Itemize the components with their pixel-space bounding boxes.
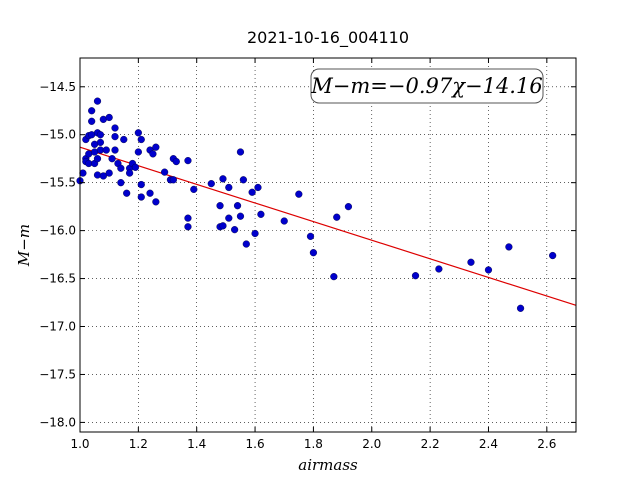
data-point (219, 222, 227, 230)
data-point (137, 193, 145, 201)
data-point (242, 240, 250, 248)
data-point (411, 272, 420, 280)
data-point (99, 172, 107, 180)
data-point (137, 180, 145, 189)
plot-area (80, 58, 576, 432)
data-point (123, 189, 131, 197)
data-point (149, 150, 157, 158)
data-point (93, 97, 102, 105)
data-point (330, 273, 338, 281)
data-point (484, 266, 493, 274)
data-point (134, 148, 142, 156)
data-point (105, 113, 113, 122)
data-point (236, 212, 245, 220)
data-point (236, 148, 245, 156)
data-point (108, 155, 116, 163)
data-point (117, 164, 125, 172)
data-point (549, 251, 557, 260)
data-point (306, 232, 315, 240)
data-point (225, 214, 233, 222)
data-point (137, 135, 145, 144)
x-tick-label: 2.2 (421, 437, 440, 451)
data-point (239, 176, 247, 184)
plot-frame (79, 57, 577, 433)
y-tick-label: −16.5 (39, 272, 76, 286)
data-point (131, 163, 140, 171)
x-axis-label: airmass (298, 456, 358, 474)
data-point (126, 169, 134, 177)
data-point (184, 223, 192, 231)
data-point (169, 176, 177, 184)
data-point (93, 155, 102, 163)
y-tick-label: −18.0 (39, 415, 76, 429)
data-point (231, 226, 239, 234)
data-point (233, 202, 242, 210)
data-point (120, 135, 128, 144)
fit-equation: M−m=−0.97χ−14.16 (310, 74, 542, 98)
y-tick-label: −15.0 (39, 128, 76, 142)
data-point (117, 179, 125, 187)
data-point (88, 107, 96, 115)
x-tick-label: 1.2 (129, 437, 148, 451)
y-tick-label: −17.5 (39, 367, 76, 381)
data-point (219, 175, 227, 183)
data-point (184, 157, 192, 165)
data-point (152, 143, 160, 151)
data-point (280, 217, 288, 225)
data-point (257, 210, 265, 218)
chart-title: 2021-10-16_004110 (247, 28, 409, 48)
fit-annotation: M−m=−0.97χ−14.16 (310, 68, 544, 104)
data-point (146, 189, 154, 197)
data-point (248, 188, 256, 196)
data-point (96, 138, 105, 146)
data-point (88, 117, 96, 125)
data-point (172, 157, 180, 166)
data-point (111, 124, 119, 132)
data-point (254, 183, 262, 192)
data-point (96, 131, 105, 139)
data-point (216, 202, 224, 210)
x-tick-label: 2.0 (362, 437, 381, 451)
y-tick-label: −14.5 (39, 80, 76, 94)
data-point (111, 146, 119, 154)
x-tick-label: 1.4 (187, 437, 206, 451)
x-tick-label: 2.4 (479, 437, 498, 451)
data-point (79, 169, 87, 177)
data-point (467, 258, 475, 266)
data-point (152, 198, 160, 206)
x-tick-label: 1.6 (246, 437, 265, 451)
data-point (516, 304, 525, 312)
data-point (105, 169, 113, 177)
data-point (309, 249, 318, 257)
data-point (505, 243, 513, 251)
y-tick-label: −16.0 (39, 224, 76, 238)
y-tick-label: −15.5 (39, 176, 76, 190)
data-point (344, 203, 353, 211)
data-point (225, 183, 233, 192)
data-point (190, 185, 198, 193)
x-tick-label: 1.8 (304, 437, 323, 451)
data-point (333, 213, 341, 221)
points-layer (76, 97, 557, 312)
data-point (184, 214, 192, 222)
data-point (102, 146, 110, 154)
data-point (111, 133, 119, 141)
data-point (251, 229, 259, 238)
data-point (207, 180, 215, 188)
data-point (435, 265, 443, 273)
y-axis-label: M−m (15, 224, 33, 267)
data-point (134, 129, 142, 137)
data-point (161, 168, 169, 176)
y-tick-label: −17.0 (39, 320, 76, 334)
data-point (295, 190, 303, 198)
x-tick-label: 2.6 (537, 437, 556, 451)
x-tick-label: 1.0 (70, 437, 89, 451)
ticks: 1.0 1.2 1.4 1.6 1.8 2.0 2.2 2.4 2.6 −14.5 −15.0 −15… (39, 58, 576, 451)
annotation-box (310, 68, 544, 104)
